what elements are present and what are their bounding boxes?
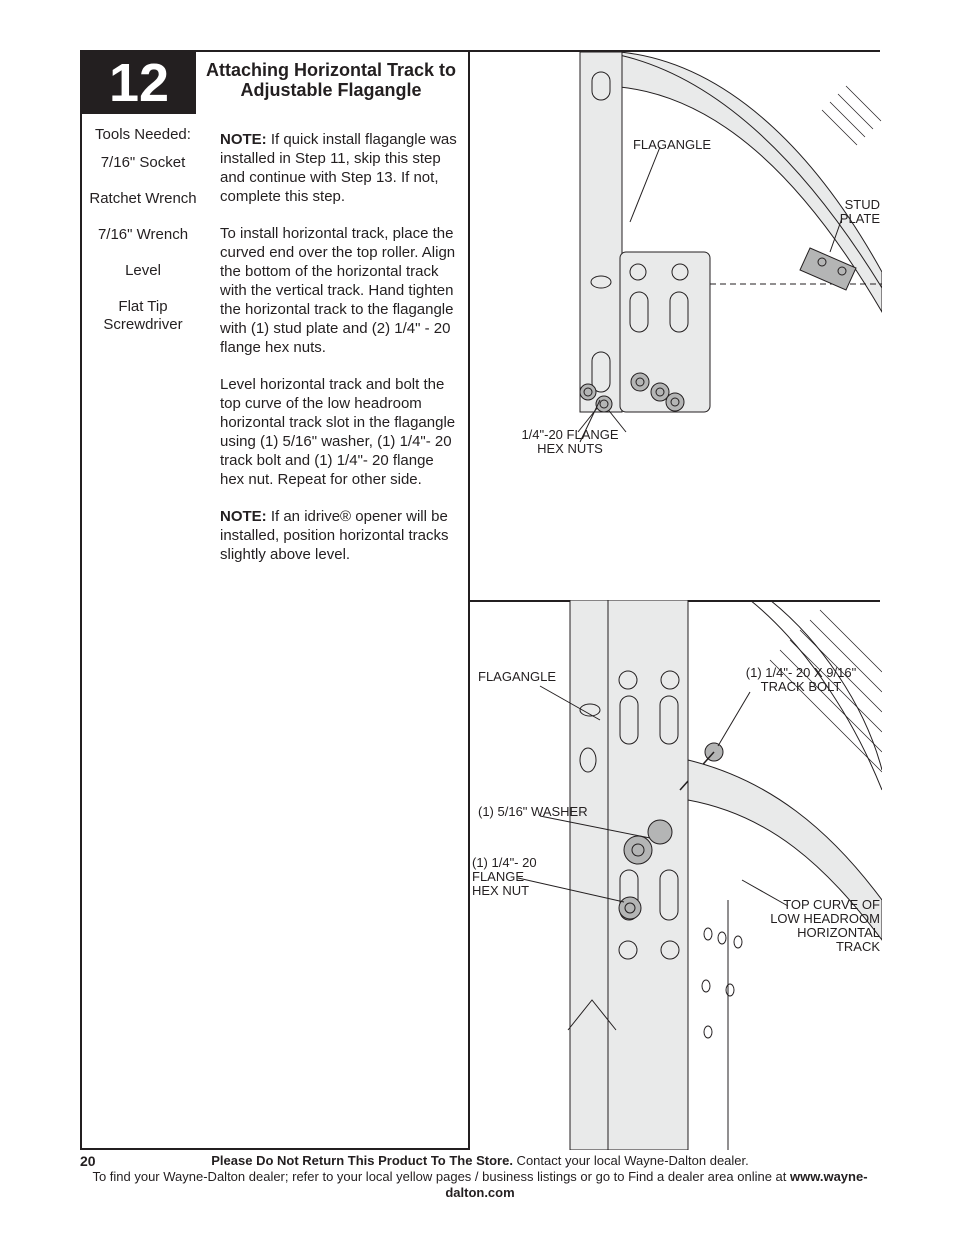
label-text: LOW HEADROOM	[770, 911, 880, 926]
step-number: 12	[109, 53, 169, 113]
tool-item: Ratchet Wrench	[82, 190, 204, 208]
diagram-top	[470, 52, 882, 600]
page-footer: 20 Please Do Not Return This Product To …	[80, 1153, 880, 1201]
label-text: (1) 1/4"- 20	[472, 855, 537, 870]
footer-text: Contact your local Wayne-Dalton dealer.	[513, 1153, 749, 1168]
label-washer: (1) 5/16" WASHER	[478, 805, 598, 819]
footer-text: To find your Wayne-Dalton dealer; refer …	[92, 1169, 790, 1184]
label-text: HORIZONTAL TRACK	[797, 925, 880, 954]
label-text: FLANGE	[472, 869, 524, 884]
tools-column: Tools Needed: 7/16" Socket Ratchet Wrenc…	[82, 126, 204, 334]
instruction-column: NOTE: If quick install flagangle was ins…	[220, 130, 458, 582]
diagram-area: FLAGANGLE STUD PLATE 1/4"-20 FLANGE HEX …	[468, 52, 880, 1150]
label-text: TRACK BOLT	[761, 679, 842, 694]
tool-item: Level	[82, 262, 204, 280]
label-text: HEX NUT	[472, 883, 529, 898]
instruction-p4: NOTE: If an idrive® opener will be insta…	[220, 507, 458, 564]
label-stud-plate: STUD PLATE	[822, 198, 880, 226]
step-number-box: 12	[82, 52, 196, 114]
label-text: 1/4"-20 FLANGE	[521, 427, 618, 442]
footer-line1: Please Do Not Return This Product To The…	[80, 1153, 880, 1169]
step-title-line2: Adjustable Flagangle	[240, 80, 421, 100]
label-track-bolt: (1) 1/4"- 20 X 9/16" TRACK BOLT	[726, 666, 876, 694]
tool-item: 7/16" Wrench	[82, 226, 204, 244]
label-flagangle-bottom: FLAGANGLE	[478, 670, 568, 684]
page-border: 12 Attaching Horizontal Track to Adjusta…	[80, 50, 880, 1150]
instruction-p3: Level horizontal track and bolt the top …	[220, 375, 458, 489]
label-hex-nuts-top: 1/4"-20 FLANGE HEX NUTS	[500, 428, 640, 456]
step-title-line1: Attaching Horizontal Track to	[206, 60, 456, 80]
footer-line2: To find your Wayne-Dalton dealer; refer …	[80, 1169, 880, 1201]
page-number: 20	[80, 1153, 96, 1169]
label-flagangle-top: FLAGANGLE	[622, 138, 722, 152]
note-lead: NOTE:	[220, 508, 267, 525]
tool-item: Flat Tip Screwdriver	[82, 298, 204, 334]
label-text: PLATE	[840, 211, 880, 226]
footer-bold: Please Do Not Return This Product To The…	[211, 1153, 513, 1168]
note-lead: NOTE:	[220, 131, 267, 148]
label-text: STUD	[845, 197, 880, 212]
label-hex-nut-bottom: (1) 1/4"- 20 FLANGE HEX NUT	[472, 856, 562, 898]
tool-item: 7/16" Socket	[82, 154, 204, 172]
instruction-p1: NOTE: If quick install flagangle was ins…	[220, 130, 458, 206]
step-title: Attaching Horizontal Track to Adjustable…	[204, 60, 458, 100]
label-text: TOP CURVE OF	[783, 897, 880, 912]
label-text: HEX NUTS	[537, 441, 603, 456]
label-text: (1) 1/4"- 20 X 9/16"	[746, 665, 856, 680]
label-top-curve: TOP CURVE OF LOW HEADROOM HORIZONTAL TRA…	[758, 898, 880, 954]
instruction-p2: To install horizontal track, place the c…	[220, 224, 458, 357]
tools-heading: Tools Needed:	[82, 126, 204, 144]
